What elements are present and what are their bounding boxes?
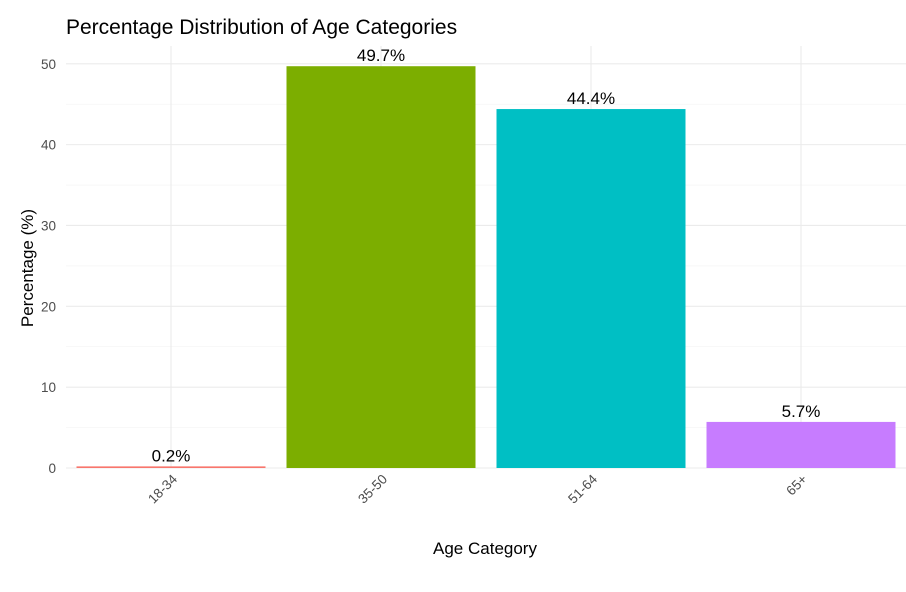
y-tick-label: 50 bbox=[41, 57, 56, 72]
x-axis-ticks: 18-34 35-50 51-64 65+ bbox=[145, 471, 810, 506]
data-label: 5.7% bbox=[782, 402, 821, 421]
y-tick-label: 20 bbox=[41, 299, 56, 314]
y-axis-title: Percentage (%) bbox=[18, 209, 37, 327]
y-tick-label: 10 bbox=[41, 380, 56, 395]
y-tick-label: 30 bbox=[41, 218, 56, 233]
bar-18-34 bbox=[76, 466, 266, 468]
data-labels: 0.2% 49.7% 44.4% 5.7% bbox=[152, 46, 821, 465]
x-tick-label: 65+ bbox=[783, 471, 810, 498]
y-axis-ticks: 0 10 20 30 40 50 bbox=[41, 57, 56, 476]
bar-51-64 bbox=[496, 109, 686, 469]
x-axis-title: Age Category bbox=[433, 539, 537, 558]
chart-title: Percentage Distribution of Age Categorie… bbox=[66, 16, 457, 39]
data-label: 0.2% bbox=[152, 446, 191, 465]
data-label: 44.4% bbox=[567, 89, 615, 108]
y-tick-label: 0 bbox=[48, 461, 56, 476]
data-label: 49.7% bbox=[357, 46, 405, 65]
bar-65+ bbox=[706, 421, 896, 468]
y-tick-label: 40 bbox=[41, 138, 56, 153]
bars bbox=[76, 66, 896, 469]
x-tick-label: 18-34 bbox=[145, 471, 180, 506]
grid bbox=[66, 46, 906, 469]
bar-35-50 bbox=[286, 66, 476, 469]
x-tick-label: 51-64 bbox=[565, 471, 600, 506]
x-tick-label: 35-50 bbox=[355, 472, 390, 507]
